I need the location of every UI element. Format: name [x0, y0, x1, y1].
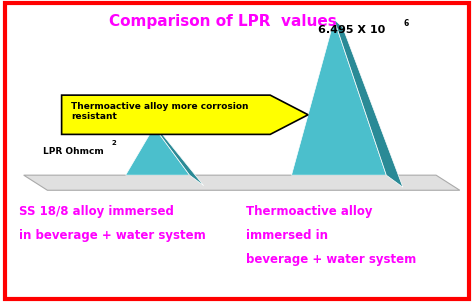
- Text: 6: 6: [404, 19, 409, 28]
- Text: beverage + water system: beverage + water system: [246, 253, 417, 266]
- Polygon shape: [126, 127, 190, 175]
- Text: 1.314 X 10: 1.314 X 10: [137, 105, 201, 115]
- FancyArrow shape: [62, 95, 308, 134]
- Text: 6: 6: [210, 100, 215, 109]
- Text: SS 18/8 alloy immersed: SS 18/8 alloy immersed: [19, 205, 174, 218]
- Text: LPR Ohmcm: LPR Ohmcm: [43, 146, 103, 156]
- Polygon shape: [334, 20, 403, 187]
- Text: Comparison of LPR  values: Comparison of LPR values: [109, 14, 337, 29]
- Text: immersed in: immersed in: [246, 229, 328, 242]
- Text: in beverage + water system: in beverage + water system: [19, 229, 206, 242]
- Text: Thermoactive alloy: Thermoactive alloy: [246, 205, 373, 218]
- Polygon shape: [154, 127, 204, 186]
- Polygon shape: [292, 20, 386, 175]
- Polygon shape: [24, 175, 460, 190]
- Text: 6.495 X 10: 6.495 X 10: [318, 25, 385, 35]
- Text: 2: 2: [112, 140, 117, 146]
- Text: Thermoactive alloy more corrosion
resistant: Thermoactive alloy more corrosion resist…: [71, 102, 248, 121]
